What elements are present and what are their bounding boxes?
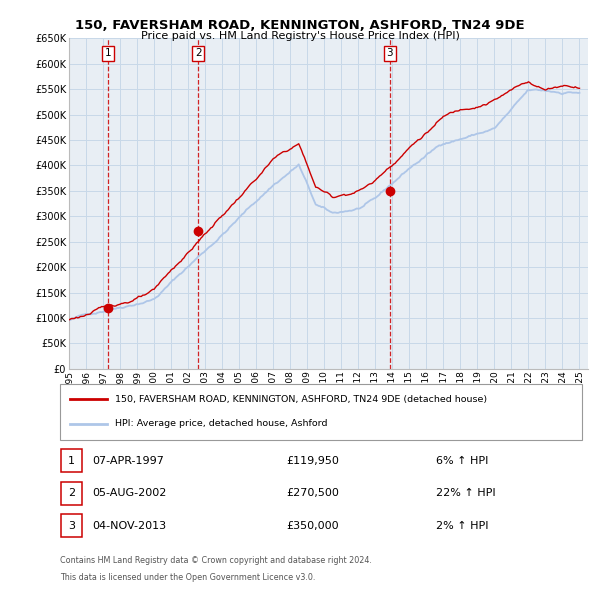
Text: Price paid vs. HM Land Registry's House Price Index (HPI): Price paid vs. HM Land Registry's House … (140, 31, 460, 41)
Text: 150, FAVERSHAM ROAD, KENNINGTON, ASHFORD, TN24 9DE: 150, FAVERSHAM ROAD, KENNINGTON, ASHFORD… (75, 19, 525, 32)
Text: 1: 1 (68, 456, 75, 466)
Text: 2% ↑ HPI: 2% ↑ HPI (436, 521, 488, 530)
Text: 04-NOV-2013: 04-NOV-2013 (92, 521, 166, 530)
Text: 3: 3 (68, 521, 75, 530)
Text: This data is licensed under the Open Government Licence v3.0.: This data is licensed under the Open Gov… (60, 572, 316, 582)
Text: 1: 1 (104, 48, 111, 58)
FancyBboxPatch shape (60, 384, 582, 440)
Text: £270,500: £270,500 (286, 489, 339, 498)
Text: 3: 3 (386, 48, 393, 58)
Text: £350,000: £350,000 (286, 521, 339, 530)
Text: 2: 2 (68, 489, 75, 498)
FancyBboxPatch shape (61, 482, 82, 504)
Text: HPI: Average price, detached house, Ashford: HPI: Average price, detached house, Ashf… (115, 419, 328, 428)
Text: £119,950: £119,950 (286, 456, 339, 466)
Text: 07-APR-1997: 07-APR-1997 (92, 456, 164, 466)
FancyBboxPatch shape (61, 514, 82, 537)
Text: 22% ↑ HPI: 22% ↑ HPI (436, 489, 495, 498)
Text: 2: 2 (195, 48, 202, 58)
Text: 05-AUG-2002: 05-AUG-2002 (92, 489, 166, 498)
FancyBboxPatch shape (61, 450, 82, 472)
Text: Contains HM Land Registry data © Crown copyright and database right 2024.: Contains HM Land Registry data © Crown c… (60, 556, 372, 565)
Text: 150, FAVERSHAM ROAD, KENNINGTON, ASHFORD, TN24 9DE (detached house): 150, FAVERSHAM ROAD, KENNINGTON, ASHFORD… (115, 395, 487, 404)
Text: 6% ↑ HPI: 6% ↑ HPI (436, 456, 488, 466)
